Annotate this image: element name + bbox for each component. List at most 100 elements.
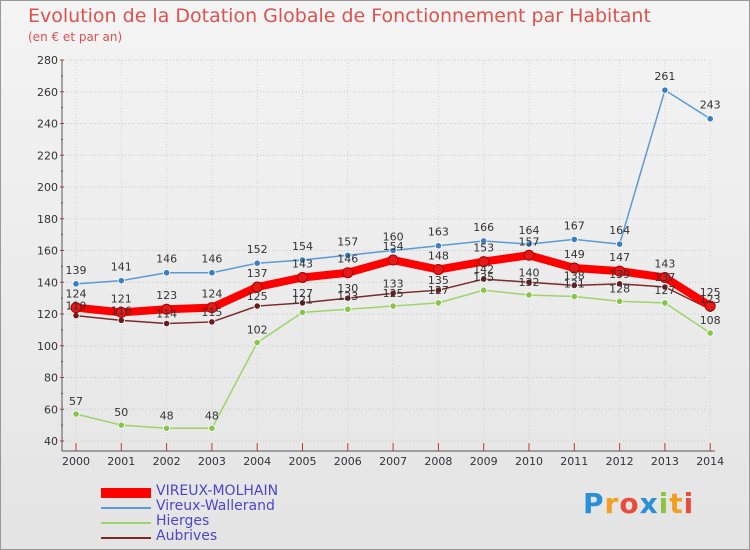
y-tick-label: 280 — [37, 54, 58, 67]
data-point — [659, 271, 671, 283]
data-label: 154 — [383, 240, 404, 253]
data-point — [208, 269, 216, 277]
data-point — [389, 302, 397, 310]
y-tick-label: 40 — [44, 435, 58, 448]
data-point — [615, 240, 624, 248]
legend-item: Vireux-Wallerand — [101, 498, 401, 515]
x-tick-label: 2003 — [198, 455, 226, 468]
data-point — [480, 237, 488, 245]
data-label: 243 — [700, 99, 721, 112]
logo-letter: i — [658, 487, 670, 520]
data-label: 142 — [473, 263, 494, 276]
data-label: 135 — [473, 271, 494, 284]
data-label: 160 — [383, 231, 404, 244]
data-label: 125 — [247, 290, 268, 303]
data-label: 146 — [156, 253, 177, 266]
data-point — [253, 338, 261, 347]
data-label: 125 — [700, 286, 721, 299]
y-tick-label: 80 — [44, 372, 58, 385]
data-point — [432, 264, 444, 276]
data-point — [615, 280, 624, 288]
data-label: 128 — [609, 282, 630, 295]
data-point — [615, 297, 624, 305]
data-label: 140 — [519, 266, 540, 279]
data-label: 149 — [564, 248, 585, 261]
logo-letter: t — [669, 487, 684, 520]
data-label: 125 — [383, 287, 404, 300]
legend-label: Hierges — [156, 513, 210, 529]
data-point — [570, 292, 578, 301]
data-label: 121 — [292, 293, 313, 306]
data-label: 141 — [111, 261, 132, 274]
proxiti-logo: Proxiti — [583, 487, 694, 520]
data-point — [480, 286, 488, 294]
data-point — [298, 299, 307, 307]
data-point — [72, 280, 80, 288]
data-label: 50 — [114, 406, 128, 419]
data-point — [661, 283, 669, 291]
x-tick-label: 2008 — [424, 455, 452, 468]
data-label: 48 — [160, 409, 174, 422]
data-point — [208, 318, 216, 326]
data-point — [163, 424, 171, 432]
y-tick-label: 240 — [37, 118, 58, 131]
data-label: 124 — [201, 288, 222, 301]
logo-letter: P — [583, 487, 605, 520]
y-tick-label: 60 — [44, 403, 58, 416]
data-label: 137 — [247, 267, 268, 280]
data-point — [525, 291, 533, 299]
data-label: 131 — [564, 278, 585, 291]
logo-letter: x — [639, 487, 659, 520]
data-point — [661, 299, 669, 307]
data-point — [163, 269, 171, 277]
data-label: 102 — [247, 324, 268, 337]
data-point — [115, 306, 127, 318]
x-tick-label: 2005 — [289, 455, 317, 468]
legend-item: Hierges — [101, 513, 401, 530]
chart-title: Evolution de la Dotation Globale de Fonc… — [28, 5, 651, 27]
x-tick-label: 2006 — [334, 455, 362, 468]
data-label: 153 — [473, 242, 494, 255]
x-tick-label: 2001 — [107, 455, 135, 468]
x-tick-label: 2002 — [153, 455, 181, 468]
y-tick-label: 160 — [37, 245, 58, 258]
data-point — [72, 311, 80, 320]
x-tick-label: 2010 — [515, 455, 543, 468]
data-point — [570, 235, 578, 243]
data-point — [706, 115, 714, 123]
data-point — [434, 299, 442, 307]
data-label: 138 — [564, 269, 585, 282]
legend: VIREUX-MOLHAIN Vireux-Wallerand Hierges Aub… — [101, 483, 401, 545]
logo-letter: o — [619, 487, 640, 520]
data-point — [70, 302, 82, 314]
data-label: 143 — [654, 257, 675, 270]
data-label: 146 — [201, 253, 222, 266]
x-tick-label: 2013 — [651, 455, 679, 468]
data-label: 48 — [205, 409, 219, 422]
legend-swatch — [101, 506, 151, 509]
data-label: 127 — [428, 284, 449, 297]
data-point — [480, 275, 488, 283]
data-point — [253, 259, 261, 267]
y-tick-label: 120 — [37, 308, 58, 321]
data-point — [570, 281, 578, 290]
data-label: 115 — [201, 306, 222, 319]
data-point — [117, 277, 125, 285]
legend-swatch — [101, 487, 151, 498]
data-point — [525, 278, 533, 286]
y-tick-label: 180 — [37, 213, 58, 226]
data-point — [661, 86, 669, 94]
x-tick-label: 2000 — [62, 455, 90, 468]
data-point — [614, 265, 626, 277]
data-point — [72, 410, 80, 418]
data-label: 130 — [337, 282, 358, 295]
y-tick-label: 100 — [37, 340, 58, 353]
data-label: 163 — [428, 226, 449, 239]
x-tick-label: 2012 — [606, 455, 634, 468]
data-label: 137 — [654, 271, 675, 284]
data-label: 127 — [654, 284, 675, 297]
y-tick-label: 260 — [37, 86, 58, 99]
y-tick-label: 220 — [37, 149, 58, 162]
chart-subtitle: (en € et par an) — [28, 30, 123, 44]
data-point — [344, 294, 352, 302]
